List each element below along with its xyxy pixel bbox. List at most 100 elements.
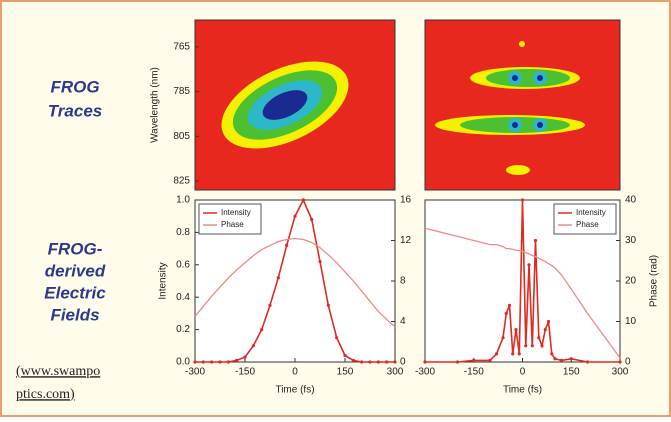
point — [368, 360, 372, 364]
plot-frame — [424, 19, 621, 191]
y-tick-label: 40 — [625, 195, 637, 206]
point — [618, 360, 622, 364]
point — [285, 243, 289, 247]
point — [511, 352, 515, 356]
point — [218, 360, 222, 364]
y-tick-label: 4 — [400, 316, 406, 327]
legend-label: Phase — [221, 220, 244, 229]
y-tick-label: 16 — [400, 195, 412, 206]
point — [540, 344, 544, 348]
y-tick-label: 805 — [173, 131, 190, 142]
point — [301, 198, 305, 202]
point — [260, 328, 264, 332]
section-label: derived — [45, 261, 106, 280]
point — [504, 311, 508, 315]
point — [507, 303, 512, 307]
point — [530, 344, 534, 348]
y-tick-label: 1.0 — [176, 195, 190, 206]
section-label: Fields — [50, 305, 99, 324]
y-tick-label: 0 — [400, 357, 406, 368]
point — [310, 217, 314, 222]
plot-frame — [194, 19, 396, 191]
point — [524, 344, 528, 348]
x-tick-label: 300 — [612, 367, 629, 378]
section-label: Traces — [48, 101, 103, 120]
y-tick-label: 0.4 — [176, 292, 190, 303]
point — [514, 328, 518, 332]
source: ptics.com) — [16, 387, 75, 402]
legend-label: Intensity — [576, 208, 606, 217]
y-tick-label: 10 — [625, 316, 637, 327]
point — [393, 360, 397, 364]
point — [553, 357, 557, 361]
point — [351, 358, 355, 362]
point — [268, 303, 272, 307]
x-tick-label: -300 — [415, 367, 435, 378]
point — [243, 355, 247, 359]
section-label: Electric — [44, 283, 106, 302]
x-tick-label: -150 — [235, 367, 255, 378]
point — [585, 360, 590, 364]
point — [546, 319, 551, 324]
point — [376, 360, 380, 364]
section-label: FROG- — [48, 239, 103, 258]
point — [293, 214, 297, 218]
y-tick-label: 825 — [173, 176, 190, 187]
point — [569, 357, 573, 361]
legend-box — [553, 203, 617, 235]
x-tick-label: 150 — [337, 367, 354, 378]
point — [326, 303, 330, 307]
point — [520, 198, 525, 202]
point — [494, 352, 499, 356]
legend-label: Intensity — [221, 208, 251, 217]
frog-images — [195, 20, 620, 190]
point — [559, 358, 564, 362]
section-label: FROG — [50, 77, 99, 96]
y-tick-label: 30 — [625, 235, 637, 246]
legend-label: Phase — [576, 220, 599, 229]
point — [210, 360, 214, 364]
point — [517, 352, 521, 356]
point — [423, 360, 427, 364]
y-tick-label: 0.2 — [176, 324, 190, 335]
x-tick-label: 0 — [292, 367, 298, 378]
legend-box — [198, 203, 262, 235]
point — [276, 276, 280, 280]
point — [472, 358, 476, 362]
point — [455, 360, 460, 364]
point — [343, 353, 347, 358]
point — [537, 336, 541, 340]
y-tick-label: 0.0 — [176, 357, 190, 368]
point — [335, 336, 339, 340]
x-tick-label: 150 — [563, 367, 580, 378]
x-axis-label: Time (fs) — [275, 385, 314, 396]
x-tick-label: -150 — [464, 367, 484, 378]
y-tick-label: 0.6 — [176, 259, 190, 270]
y-axis-label: Phase (rad) — [649, 255, 660, 307]
x-tick-label: 300 — [387, 367, 404, 378]
point — [235, 358, 239, 362]
y-tick-label: 12 — [400, 235, 412, 246]
y-tick-label: 785 — [173, 86, 190, 97]
series-line — [194, 237, 396, 328]
point — [226, 360, 230, 364]
y-tick-label: 8 — [400, 276, 406, 287]
y-tick-label: 20 — [625, 276, 637, 287]
trace-blob — [221, 61, 349, 149]
point — [318, 259, 322, 264]
y-axis-label: Intensity — [158, 262, 169, 299]
point — [543, 328, 547, 332]
x-tick-label: -300 — [185, 367, 205, 378]
point — [527, 263, 531, 267]
y-tick-label: 0.8 — [176, 227, 190, 238]
point — [360, 360, 364, 364]
point — [488, 358, 492, 362]
point — [251, 344, 255, 348]
point — [501, 336, 505, 340]
point — [550, 352, 554, 356]
series-line — [424, 227, 621, 359]
point — [193, 360, 197, 364]
y-tick-label: 765 — [173, 41, 190, 52]
trace-blob — [435, 41, 585, 175]
